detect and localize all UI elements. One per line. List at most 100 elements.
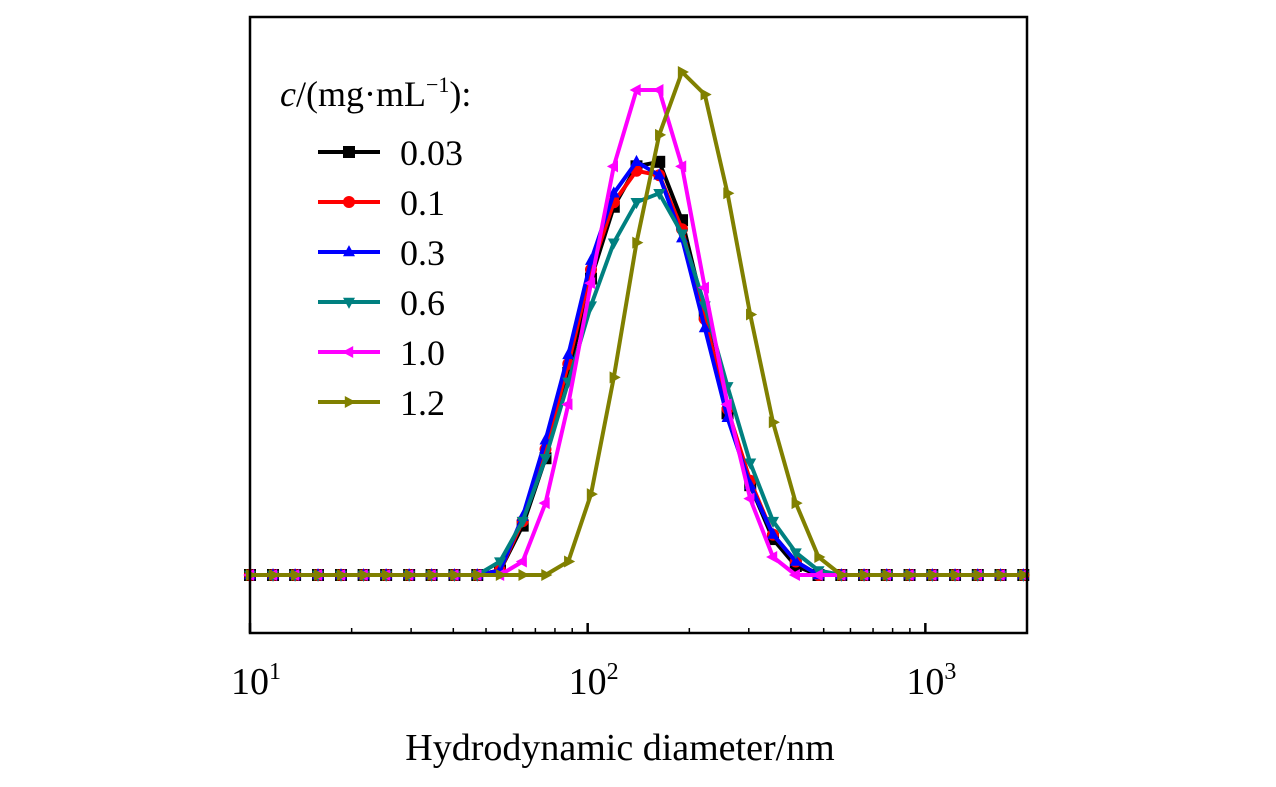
data-point [766, 551, 778, 564]
data-point [788, 569, 800, 581]
series-1.2 [245, 66, 1031, 581]
legend-entry-1.2: 1.2 [318, 383, 445, 423]
data-point [700, 88, 712, 101]
data-point [561, 398, 573, 411]
data-point [905, 569, 917, 581]
data-point [653, 155, 666, 168]
x-tick-label: 103 [906, 659, 956, 703]
series-0.1 [244, 164, 1030, 581]
data-point [630, 154, 643, 167]
series-0.3 [244, 154, 1030, 580]
data-point [564, 555, 576, 568]
series-line-0.3 [250, 159, 1024, 577]
data-point [811, 569, 823, 581]
data-point [381, 569, 394, 581]
data-point [1019, 569, 1031, 581]
data-point [768, 416, 780, 429]
data-point [427, 569, 439, 581]
legend-entry-0.1: 0.1 [318, 183, 445, 223]
data-point [473, 569, 485, 581]
data-point [746, 308, 758, 321]
data-point [675, 160, 687, 173]
legend: c/(mg·mL−1): 0.03 0.1 0.3 0.6 1.0 1.2 [280, 72, 471, 423]
data-point [630, 198, 643, 210]
x-tick-label: 101 [231, 659, 281, 703]
data-point [538, 497, 550, 510]
data-point [245, 569, 257, 581]
data-point [404, 569, 417, 581]
data-point [744, 458, 757, 470]
data-point [609, 371, 621, 384]
data-point [698, 321, 711, 333]
legend-entry-1.0: 1.0 [318, 333, 445, 373]
legend-marker [342, 346, 354, 358]
legend-label: 1.0 [400, 333, 445, 373]
legend-entry-0.6: 0.6 [318, 283, 445, 323]
data-point [518, 569, 530, 581]
data-point [720, 398, 732, 411]
legend-title: c/(mg·mL−1): [280, 72, 471, 114]
data-point [655, 128, 667, 141]
data-point [973, 569, 985, 581]
series-line-1.2 [250, 70, 1024, 577]
legend-marker [343, 146, 355, 158]
legend-label: 0.3 [400, 233, 445, 273]
data-point [652, 83, 664, 96]
data-point [767, 527, 780, 539]
data-point [336, 569, 348, 581]
legend-label: 1.2 [400, 383, 445, 423]
data-point [653, 189, 666, 201]
data-point [606, 160, 619, 173]
legend-label: 0.6 [400, 283, 445, 323]
legend-marker [344, 396, 356, 408]
data-point [632, 236, 644, 249]
legend-marker [343, 297, 355, 309]
data-point [586, 488, 598, 501]
data-point [837, 569, 849, 581]
x-axis-label: Hydrodynamic diameter/nm [405, 727, 835, 769]
data-point [290, 569, 302, 581]
data-point [859, 569, 871, 581]
data-point [494, 557, 507, 569]
data-point [814, 551, 826, 564]
legend-entry-0.3: 0.3 [318, 233, 445, 273]
data-point [882, 569, 894, 581]
data-point [950, 569, 962, 581]
data-point [996, 569, 1008, 581]
data-point [697, 281, 709, 294]
data-point [313, 569, 325, 581]
data-point [676, 229, 689, 241]
plot-frame [248, 15, 1029, 635]
data-point [767, 516, 780, 529]
data-point [607, 186, 620, 198]
legend-entry-0.03: 0.03 [318, 133, 463, 173]
series-line-0.03 [250, 159, 1024, 577]
legend-label: 0.1 [400, 183, 445, 223]
series-layer [243, 66, 1031, 582]
data-point [268, 569, 280, 581]
data-point [789, 554, 802, 566]
data-point [584, 277, 596, 290]
data-point [928, 569, 940, 581]
legend-marker [343, 245, 355, 257]
data-point [562, 348, 575, 360]
data-point [515, 555, 527, 568]
x-axis: 101 102 103 [231, 623, 1028, 703]
legend-label: 0.03 [400, 133, 463, 173]
series-line-0.1 [250, 168, 1024, 577]
data-point [516, 516, 529, 529]
data-point [359, 569, 371, 581]
data-point [743, 492, 755, 505]
data-point [791, 497, 803, 510]
data-point [723, 187, 735, 200]
data-point [789, 548, 802, 560]
data-point [653, 168, 666, 180]
data-point [677, 66, 689, 78]
data-point [495, 569, 507, 581]
series-0.03 [244, 155, 1030, 581]
data-point [629, 83, 641, 96]
data-point [541, 569, 553, 581]
x-tick-label: 102 [569, 659, 619, 703]
legend-marker [343, 196, 355, 208]
